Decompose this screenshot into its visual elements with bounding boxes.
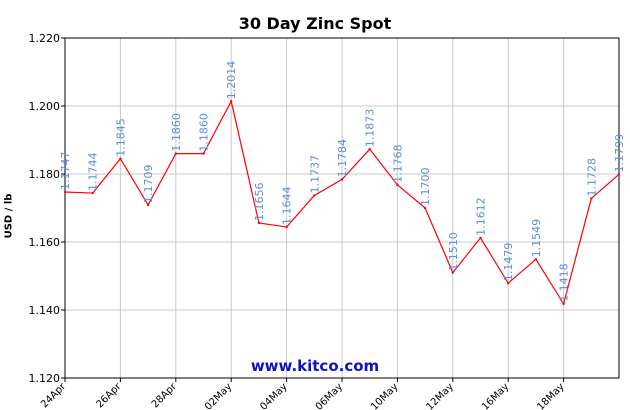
- y-tick-label: 1.120: [29, 372, 61, 385]
- data-label: 1.1768: [391, 144, 404, 183]
- data-point: [617, 173, 621, 176]
- y-tick-label: 1.200: [29, 100, 61, 113]
- data-point: [479, 236, 482, 240]
- data-label: 1.1860: [170, 113, 183, 152]
- x-tick-label: 06May: [314, 381, 345, 410]
- data-point: [91, 191, 94, 195]
- data-label: 1.1799: [613, 134, 626, 173]
- x-tick-label: 04May: [258, 381, 289, 410]
- data-point: [174, 152, 177, 155]
- data-point: [202, 152, 205, 155]
- data-point: [451, 271, 454, 274]
- data-point: [507, 281, 510, 285]
- data-label: 1.1418: [558, 263, 571, 302]
- x-tick-label: 24Apr: [39, 381, 69, 410]
- data-label: 1.1845: [114, 118, 127, 156]
- data-label: 1.1479: [502, 243, 515, 282]
- data-point: [590, 197, 593, 200]
- watermark-link[interactable]: www.kitco.com: [250, 357, 380, 375]
- data-label: 1.1747: [59, 152, 72, 191]
- data-label: 1.1860: [198, 113, 211, 152]
- data-point: [119, 157, 122, 160]
- data-label: 1.1644: [281, 187, 294, 226]
- data-label: 1.1612: [475, 197, 488, 236]
- y-axis-label: USD / lb: [3, 193, 15, 239]
- y-tick-label: 1.220: [29, 32, 61, 45]
- data-label: 1.2014: [225, 61, 238, 100]
- data-label: 1.1737: [308, 155, 321, 194]
- data-point: [230, 100, 233, 103]
- plot-frame: [64, 37, 620, 379]
- data-point: [562, 302, 565, 306]
- data-point: [368, 147, 371, 151]
- data-label: 1.1744: [87, 153, 100, 192]
- data-label: 1.1549: [530, 219, 543, 258]
- data-point: [340, 178, 344, 181]
- data-label: 1.1784: [336, 139, 349, 178]
- y-tick-label: 1.180: [29, 168, 61, 181]
- data-label: 1.1728: [585, 158, 598, 197]
- data-point: [146, 203, 150, 207]
- data-point: [313, 194, 316, 197]
- x-tick-label: 10May: [369, 381, 400, 410]
- x-tick-label: 26Apr: [95, 381, 125, 410]
- data-point: [396, 183, 399, 187]
- data-point: [285, 225, 288, 229]
- x-tick-label: 12May: [425, 381, 456, 410]
- y-tick-label: 1.160: [29, 236, 61, 249]
- data-point: [63, 190, 67, 194]
- x-tick-label: 28Apr: [150, 381, 180, 410]
- data-label: 1.1873: [364, 109, 377, 148]
- data-label: 1.1510: [447, 232, 460, 271]
- data-point: [423, 206, 427, 210]
- x-tick-label: 18May: [535, 381, 566, 410]
- data-label: 1.1709: [142, 164, 155, 203]
- x-tick-label: 16May: [480, 381, 511, 410]
- data-label: 1.1656: [253, 182, 266, 221]
- x-tick-label: 02May: [203, 381, 234, 410]
- data-point: [257, 221, 261, 225]
- chart-title: 30 Day Zinc Spot: [238, 14, 392, 33]
- y-tick-label: 1.140: [29, 304, 61, 317]
- data-label: 1.1700: [419, 168, 432, 207]
- data-point: [534, 258, 538, 261]
